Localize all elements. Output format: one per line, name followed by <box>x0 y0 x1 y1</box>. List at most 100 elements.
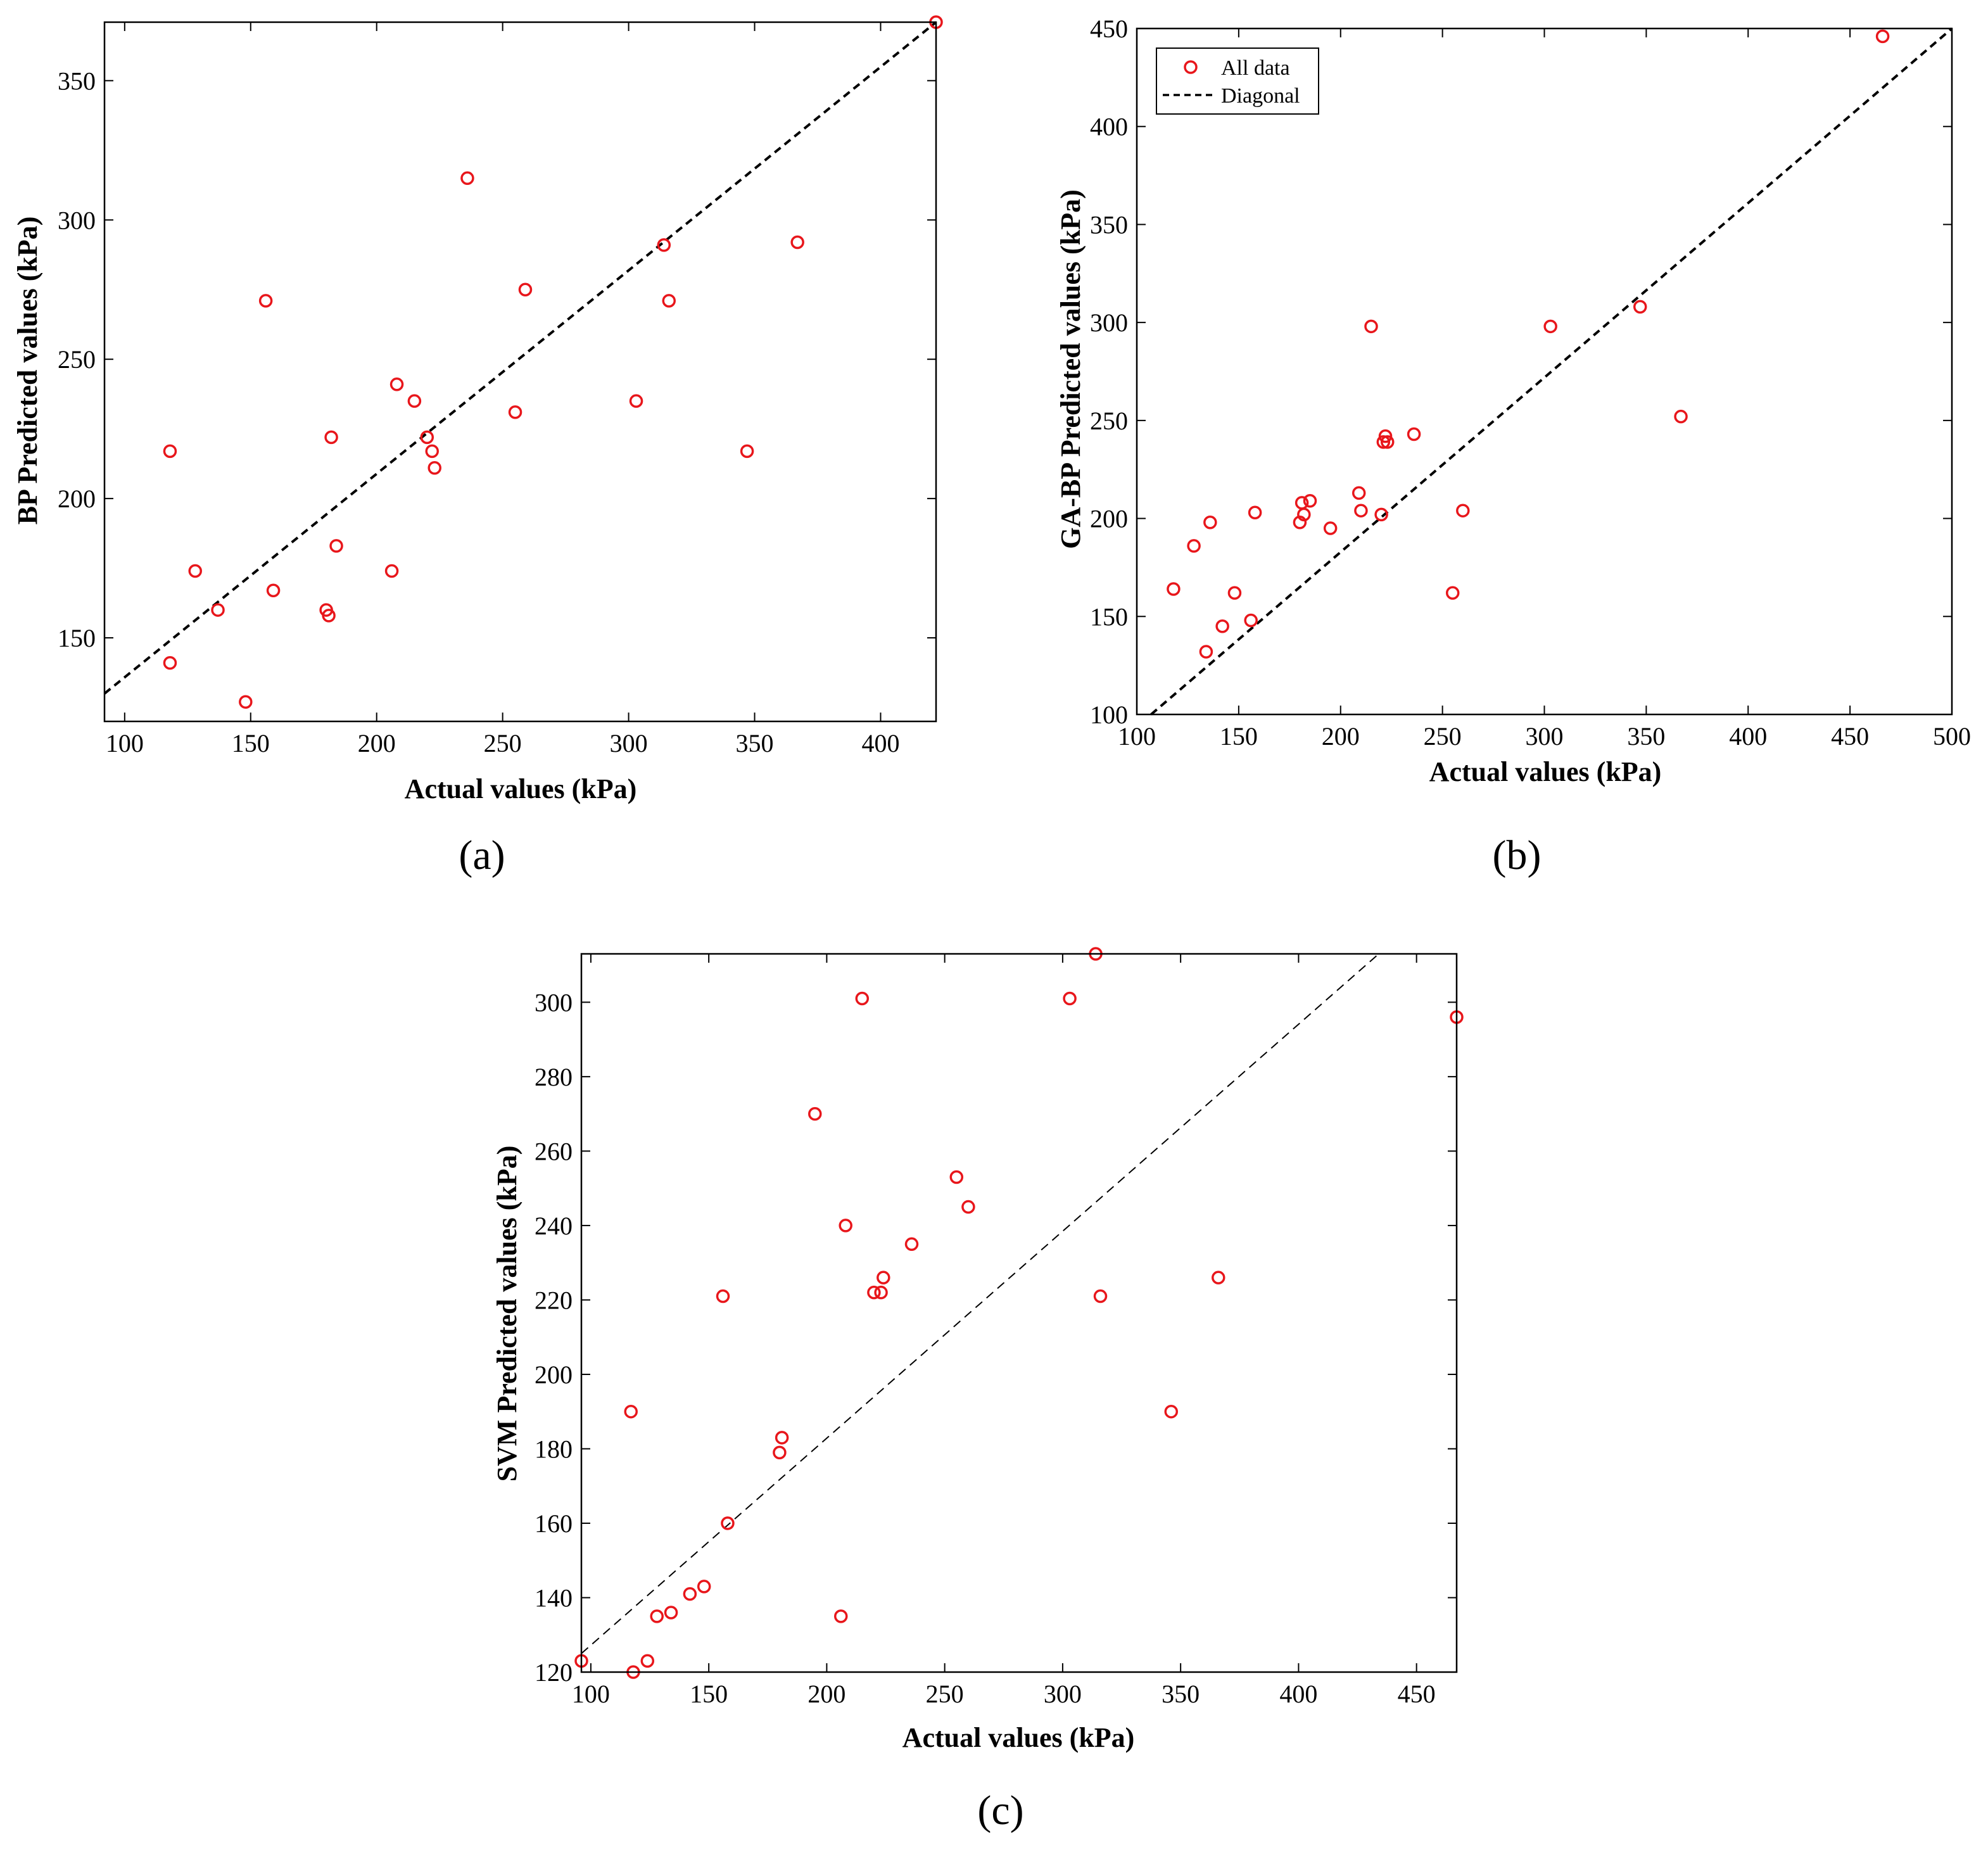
x-tick-label: 150 <box>232 729 270 758</box>
legend-marker-icon <box>1184 60 1198 74</box>
y-tick-label: 200 <box>58 485 96 513</box>
data-point <box>874 1285 888 1300</box>
x-tick-label: 300 <box>1044 1680 1082 1708</box>
data-point <box>650 1609 664 1623</box>
data-point <box>188 564 202 578</box>
data-point <box>1167 582 1181 596</box>
data-point <box>427 460 441 475</box>
data-point <box>163 444 177 459</box>
data-point <box>773 1445 787 1460</box>
data-point <box>1543 319 1557 334</box>
data-point <box>904 1237 919 1252</box>
axes-frame <box>103 21 937 723</box>
y-tick-label: 250 <box>1090 407 1128 435</box>
y-tick-label: 200 <box>535 1360 573 1389</box>
data-point <box>1248 505 1262 520</box>
data-point <box>721 1516 735 1530</box>
y-tick-label: 180 <box>535 1435 573 1463</box>
y-tick-label: 350 <box>58 67 96 95</box>
y-tick-label: 250 <box>58 345 96 374</box>
data-point <box>163 656 177 670</box>
x-tick-label: 350 <box>1627 722 1665 751</box>
data-point <box>518 282 533 296</box>
data-point <box>1674 409 1688 424</box>
diagonal-line <box>103 21 937 695</box>
data-point <box>1352 486 1366 500</box>
data-point <box>834 1609 848 1623</box>
data-point <box>1063 991 1077 1006</box>
data-point <box>839 1219 852 1233</box>
data-point <box>1293 516 1307 529</box>
y-tick-label: 160 <box>535 1509 573 1538</box>
data-point <box>1093 1289 1108 1303</box>
panel-b-xlabel: Actual values (kPa) <box>1429 756 1662 787</box>
data-point <box>961 1200 975 1214</box>
data-point <box>420 430 434 445</box>
x-tick-label: 100 <box>1118 722 1156 751</box>
data-point <box>877 1271 890 1284</box>
data-point <box>790 235 804 250</box>
data-point <box>1203 516 1217 529</box>
x-tick-label: 150 <box>690 1680 728 1708</box>
data-point <box>808 1106 822 1121</box>
x-tick-label: 400 <box>861 729 899 758</box>
x-tick-label: 350 <box>1162 1680 1200 1708</box>
y-tick-label: 240 <box>535 1212 573 1240</box>
panel-c-xlabel: Actual values (kPa) <box>902 1722 1135 1753</box>
data-point <box>1445 586 1460 600</box>
x-tick-label: 400 <box>1729 722 1767 751</box>
y-tick-label: 220 <box>535 1286 573 1314</box>
diagonal-line <box>1150 27 1953 716</box>
panel-b-legend: All data Diagonal <box>1156 48 1319 115</box>
x-tick-label: 250 <box>484 729 522 758</box>
data-point <box>1354 504 1368 517</box>
data-point <box>640 1654 655 1668</box>
x-tick-label: 200 <box>1322 722 1360 751</box>
data-point <box>258 294 273 308</box>
y-tick-label: 300 <box>535 988 573 1017</box>
y-tick-label: 350 <box>1090 210 1128 239</box>
y-tick-label: 260 <box>535 1137 573 1165</box>
data-point <box>1297 507 1311 522</box>
panel-b: 100 150 200 250 300 350 400 450 500 100 150 200 250 3… <box>1055 15 1971 878</box>
plot-layer: 100 150 200 250 300 350 400 450 500 100 150 200 250 3… <box>1090 15 1971 751</box>
diagonal-line <box>581 953 1379 1654</box>
panel-c: 100 150 200 250 300 350 400 450 120 140 160 180 200 2… <box>491 947 1464 1834</box>
x-tick-label: 200 <box>807 1680 845 1708</box>
data-point <box>389 377 404 391</box>
data-point <box>657 238 671 252</box>
y-tick-label: 140 <box>535 1583 573 1612</box>
x-tick-label: 150 <box>1220 722 1258 751</box>
data-point <box>1633 300 1647 314</box>
plot-area <box>104 22 936 721</box>
data-point <box>329 539 343 553</box>
y-tick-label: 100 <box>1090 701 1128 729</box>
data-point <box>1364 319 1378 334</box>
axes-frame <box>580 953 1458 1673</box>
data-point <box>740 444 754 459</box>
data-point <box>460 171 474 186</box>
data-point <box>624 1404 638 1419</box>
data-point <box>1374 507 1388 522</box>
panel-b-ylabel: GA-BP Predicted values (kPa) <box>1055 189 1086 548</box>
data-point <box>384 564 399 578</box>
data-point <box>1381 435 1395 449</box>
data-point <box>775 1431 789 1445</box>
data-point <box>629 394 643 408</box>
x-tick-label: 450 <box>1831 722 1869 751</box>
data-point <box>1376 435 1391 449</box>
y-tick-label: 300 <box>1090 308 1128 337</box>
x-tick-label: 500 <box>1933 722 1971 751</box>
plot-layer: 100 150 200 250 300 350 400 450 120 140 160 180 200 2… <box>535 947 1464 1708</box>
x-tick-label: 300 <box>610 729 648 758</box>
data-point <box>1187 539 1201 553</box>
x-tick-label: 250 <box>1424 722 1462 751</box>
data-point <box>1199 645 1213 659</box>
data-point <box>1323 521 1338 535</box>
panel-a-xlabel: Actual values (kPa) <box>405 773 637 804</box>
panel-a-ylabel: BP Predicted values (kPa) <box>12 217 43 525</box>
data-point <box>1244 613 1258 628</box>
panel-c-ylabel: SVM Predicted values (kPa) <box>491 1146 522 1482</box>
data-point <box>1407 427 1421 441</box>
